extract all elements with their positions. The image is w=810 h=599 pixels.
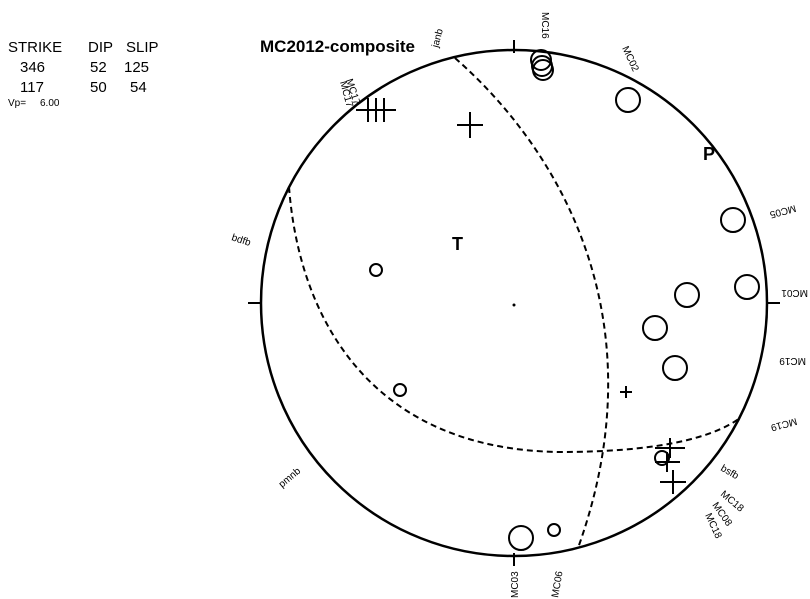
station: janb: [430, 27, 446, 49]
station: bsfb: [719, 463, 741, 482]
stereonet: [259, 48, 769, 558]
station: MC19: [769, 415, 798, 433]
station: MC19: [779, 355, 806, 366]
cell: 346: [20, 59, 45, 76]
station: MC01: [781, 287, 808, 298]
col-dip: DIP: [88, 39, 113, 56]
cell: 125: [124, 59, 149, 76]
cell: 117: [20, 79, 44, 96]
p-axis: P: [703, 144, 715, 164]
t-axis: T: [452, 234, 463, 254]
station: pmnb: [277, 466, 304, 491]
vp-value: 6.00: [40, 98, 60, 109]
vp-label: Vp=: [8, 98, 26, 109]
col-slip: SLIP: [126, 39, 159, 56]
station: MC16: [539, 12, 550, 39]
station: MC02: [619, 45, 640, 74]
cell: 52: [90, 59, 107, 76]
station: MC06: [550, 570, 566, 599]
title: MC2012-composite: [260, 37, 415, 56]
polarity-symbols: [356, 49, 760, 551]
station: MC03: [510, 571, 521, 598]
ticks: [248, 40, 780, 566]
center: [512, 303, 516, 307]
col-strike: STRIKE: [8, 39, 62, 56]
station: MC05: [768, 202, 797, 220]
nodal-planes: [288, 57, 741, 549]
cell: 54: [130, 79, 147, 96]
cell: 50: [90, 79, 107, 96]
station: bdfb: [230, 232, 252, 249]
